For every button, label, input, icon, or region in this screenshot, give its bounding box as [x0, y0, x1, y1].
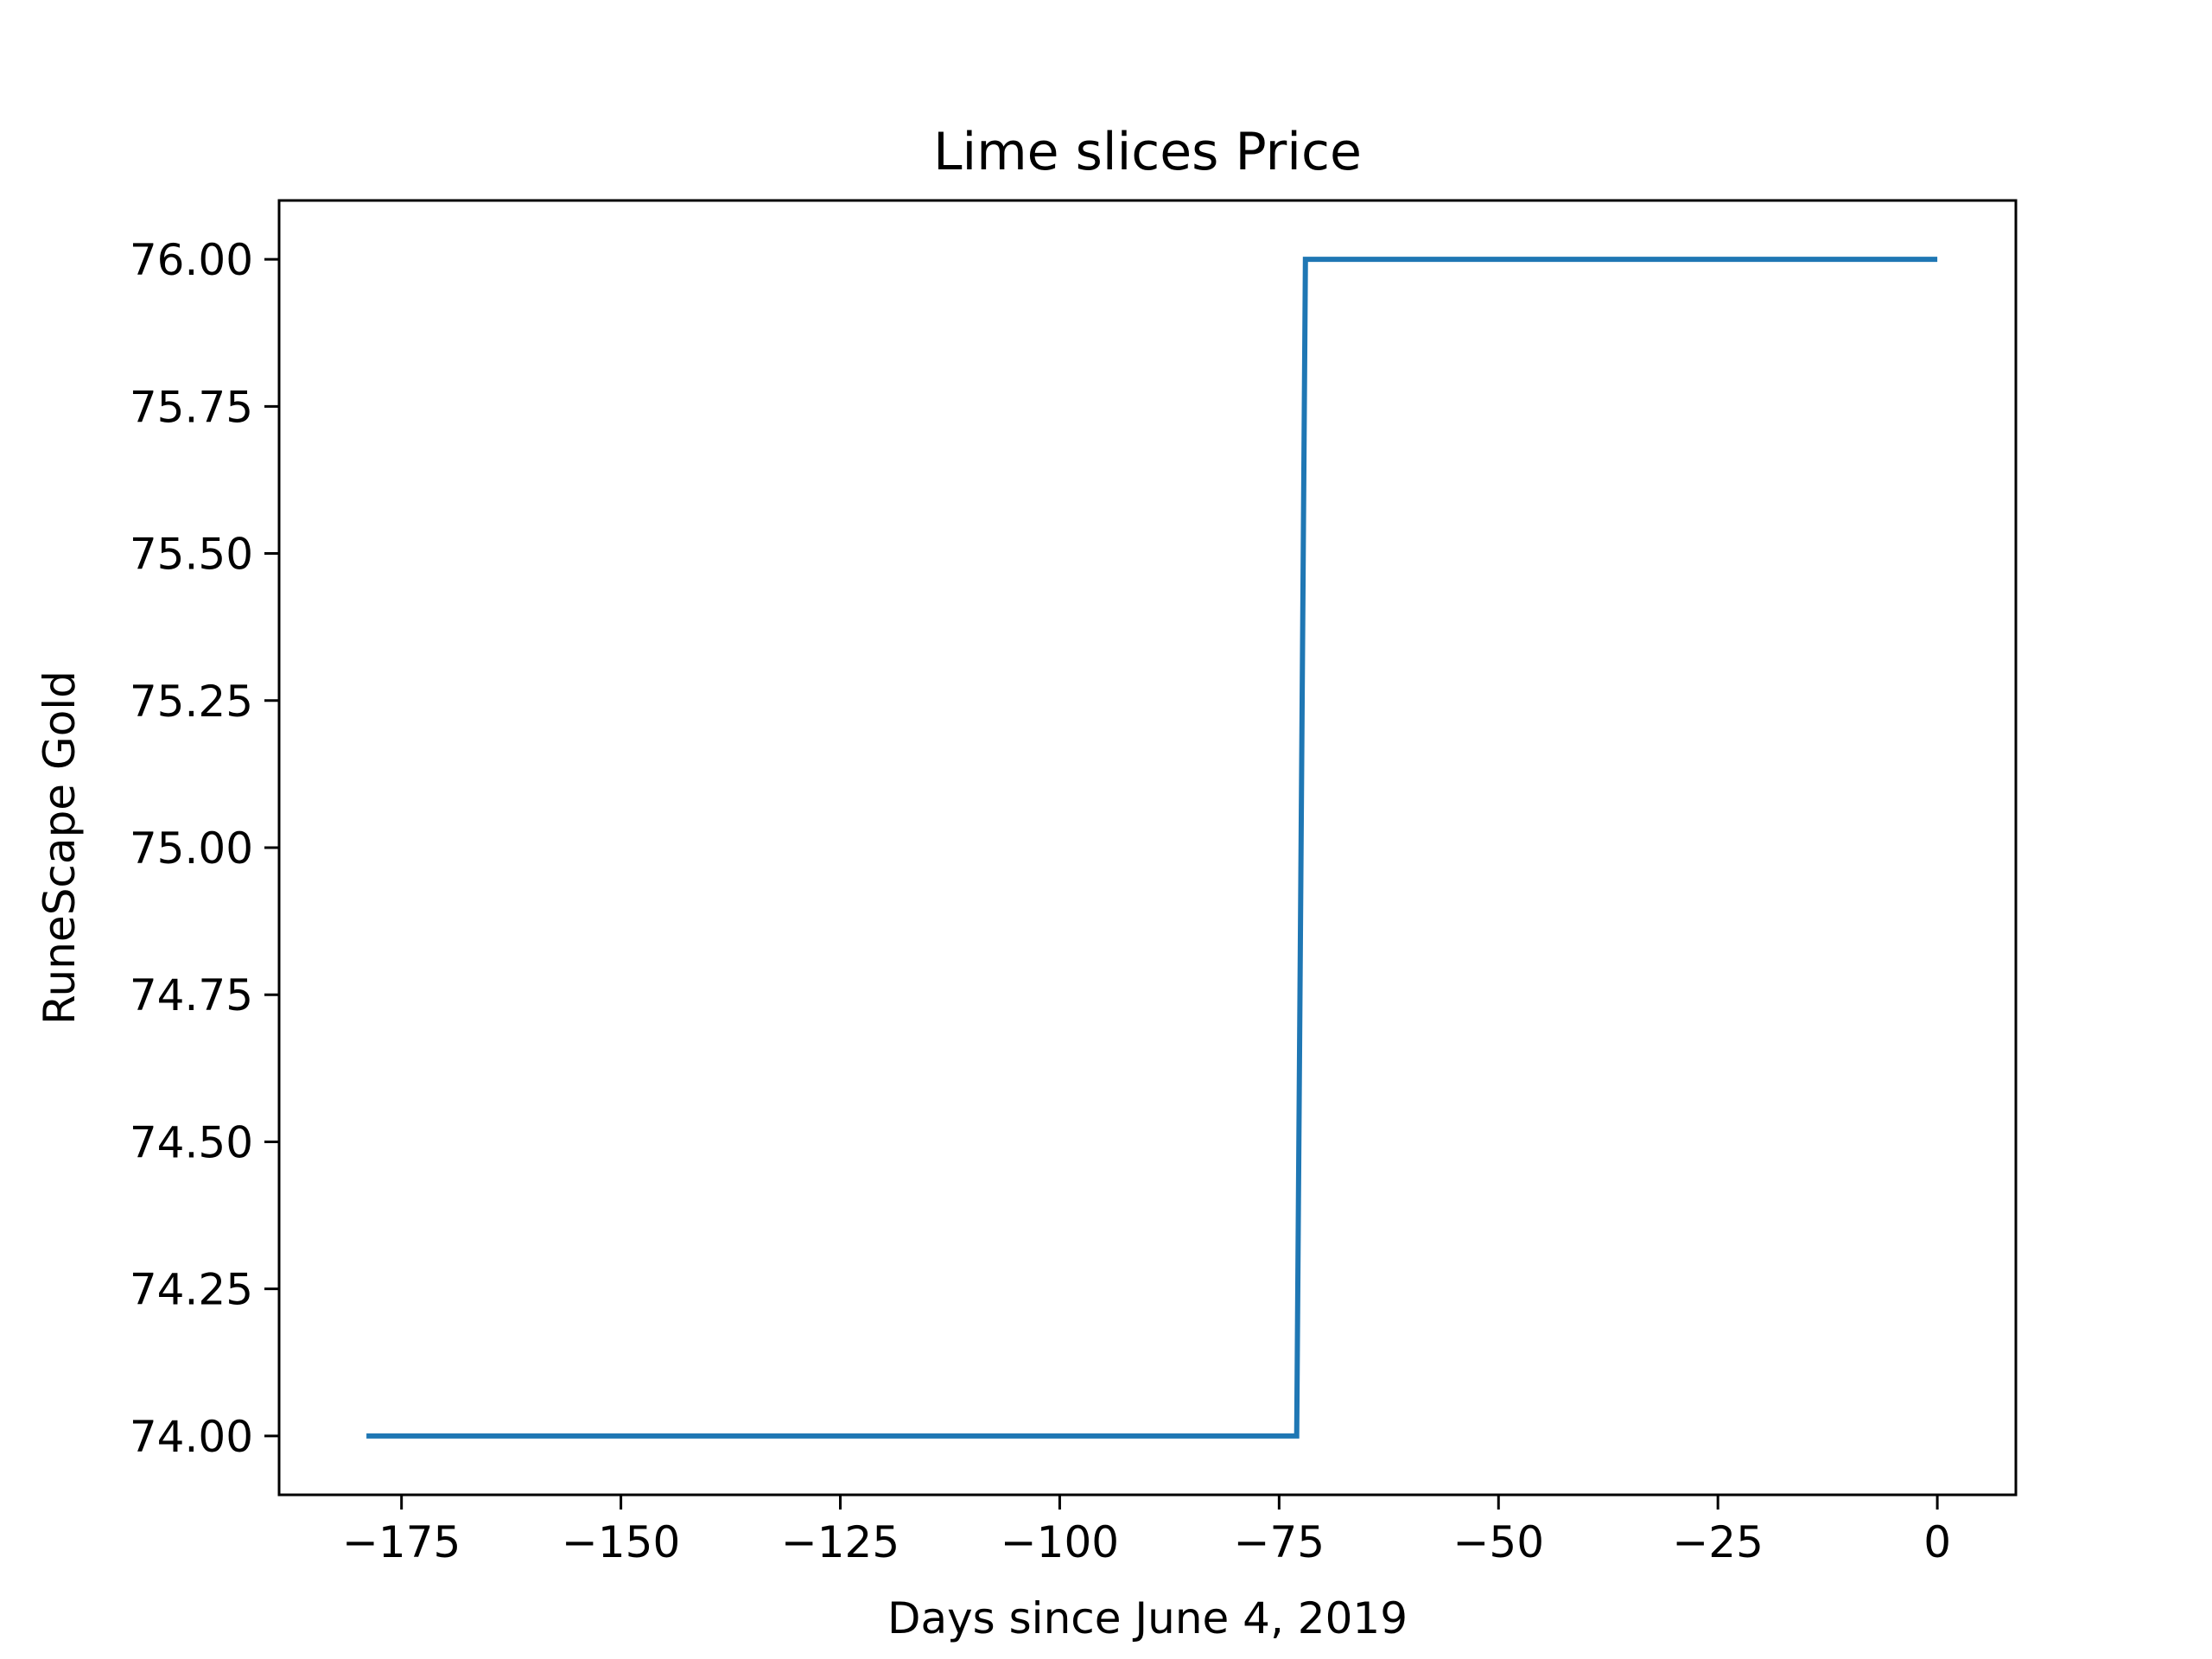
y-tick-label: 76.00 — [130, 235, 253, 285]
y-axis-ticks: 74.00 74.25 74.50 74.75 75.00 75.25 75.50 75.75… — [130, 235, 279, 1462]
y-axis-label: RuneScape Gold — [35, 671, 85, 1025]
y-tick-label: 75.25 — [130, 677, 253, 727]
x-axis-label: Days since June 4, 2019 — [887, 1593, 1408, 1643]
x-tick-label: 0 — [1923, 1517, 1951, 1567]
x-tick-label: −50 — [1453, 1517, 1545, 1567]
x-axis-ticks: −175 −150 −125 −100 −75 −50 −25 0 — [342, 1495, 1951, 1567]
y-tick-label: 74.00 — [130, 1412, 253, 1462]
y-tick-label: 74.75 — [130, 970, 253, 1020]
y-tick-label: 74.50 — [130, 1117, 253, 1167]
x-tick-label: −25 — [1672, 1517, 1764, 1567]
y-tick-label: 75.75 — [130, 382, 253, 432]
x-tick-label: −75 — [1234, 1517, 1325, 1567]
price-series-line — [366, 257, 1938, 1439]
x-tick-label: −100 — [1001, 1517, 1119, 1567]
chart-title: Lime slices Price — [933, 122, 1362, 182]
plot-area-frame — [277, 199, 2018, 1497]
y-tick-label: 75.50 — [130, 530, 253, 580]
x-tick-label: −150 — [562, 1517, 680, 1567]
x-tick-label: −175 — [342, 1517, 461, 1567]
y-tick-label: 74.25 — [130, 1265, 253, 1315]
x-tick-label: −125 — [781, 1517, 899, 1567]
y-tick-label: 75.00 — [130, 823, 253, 874]
